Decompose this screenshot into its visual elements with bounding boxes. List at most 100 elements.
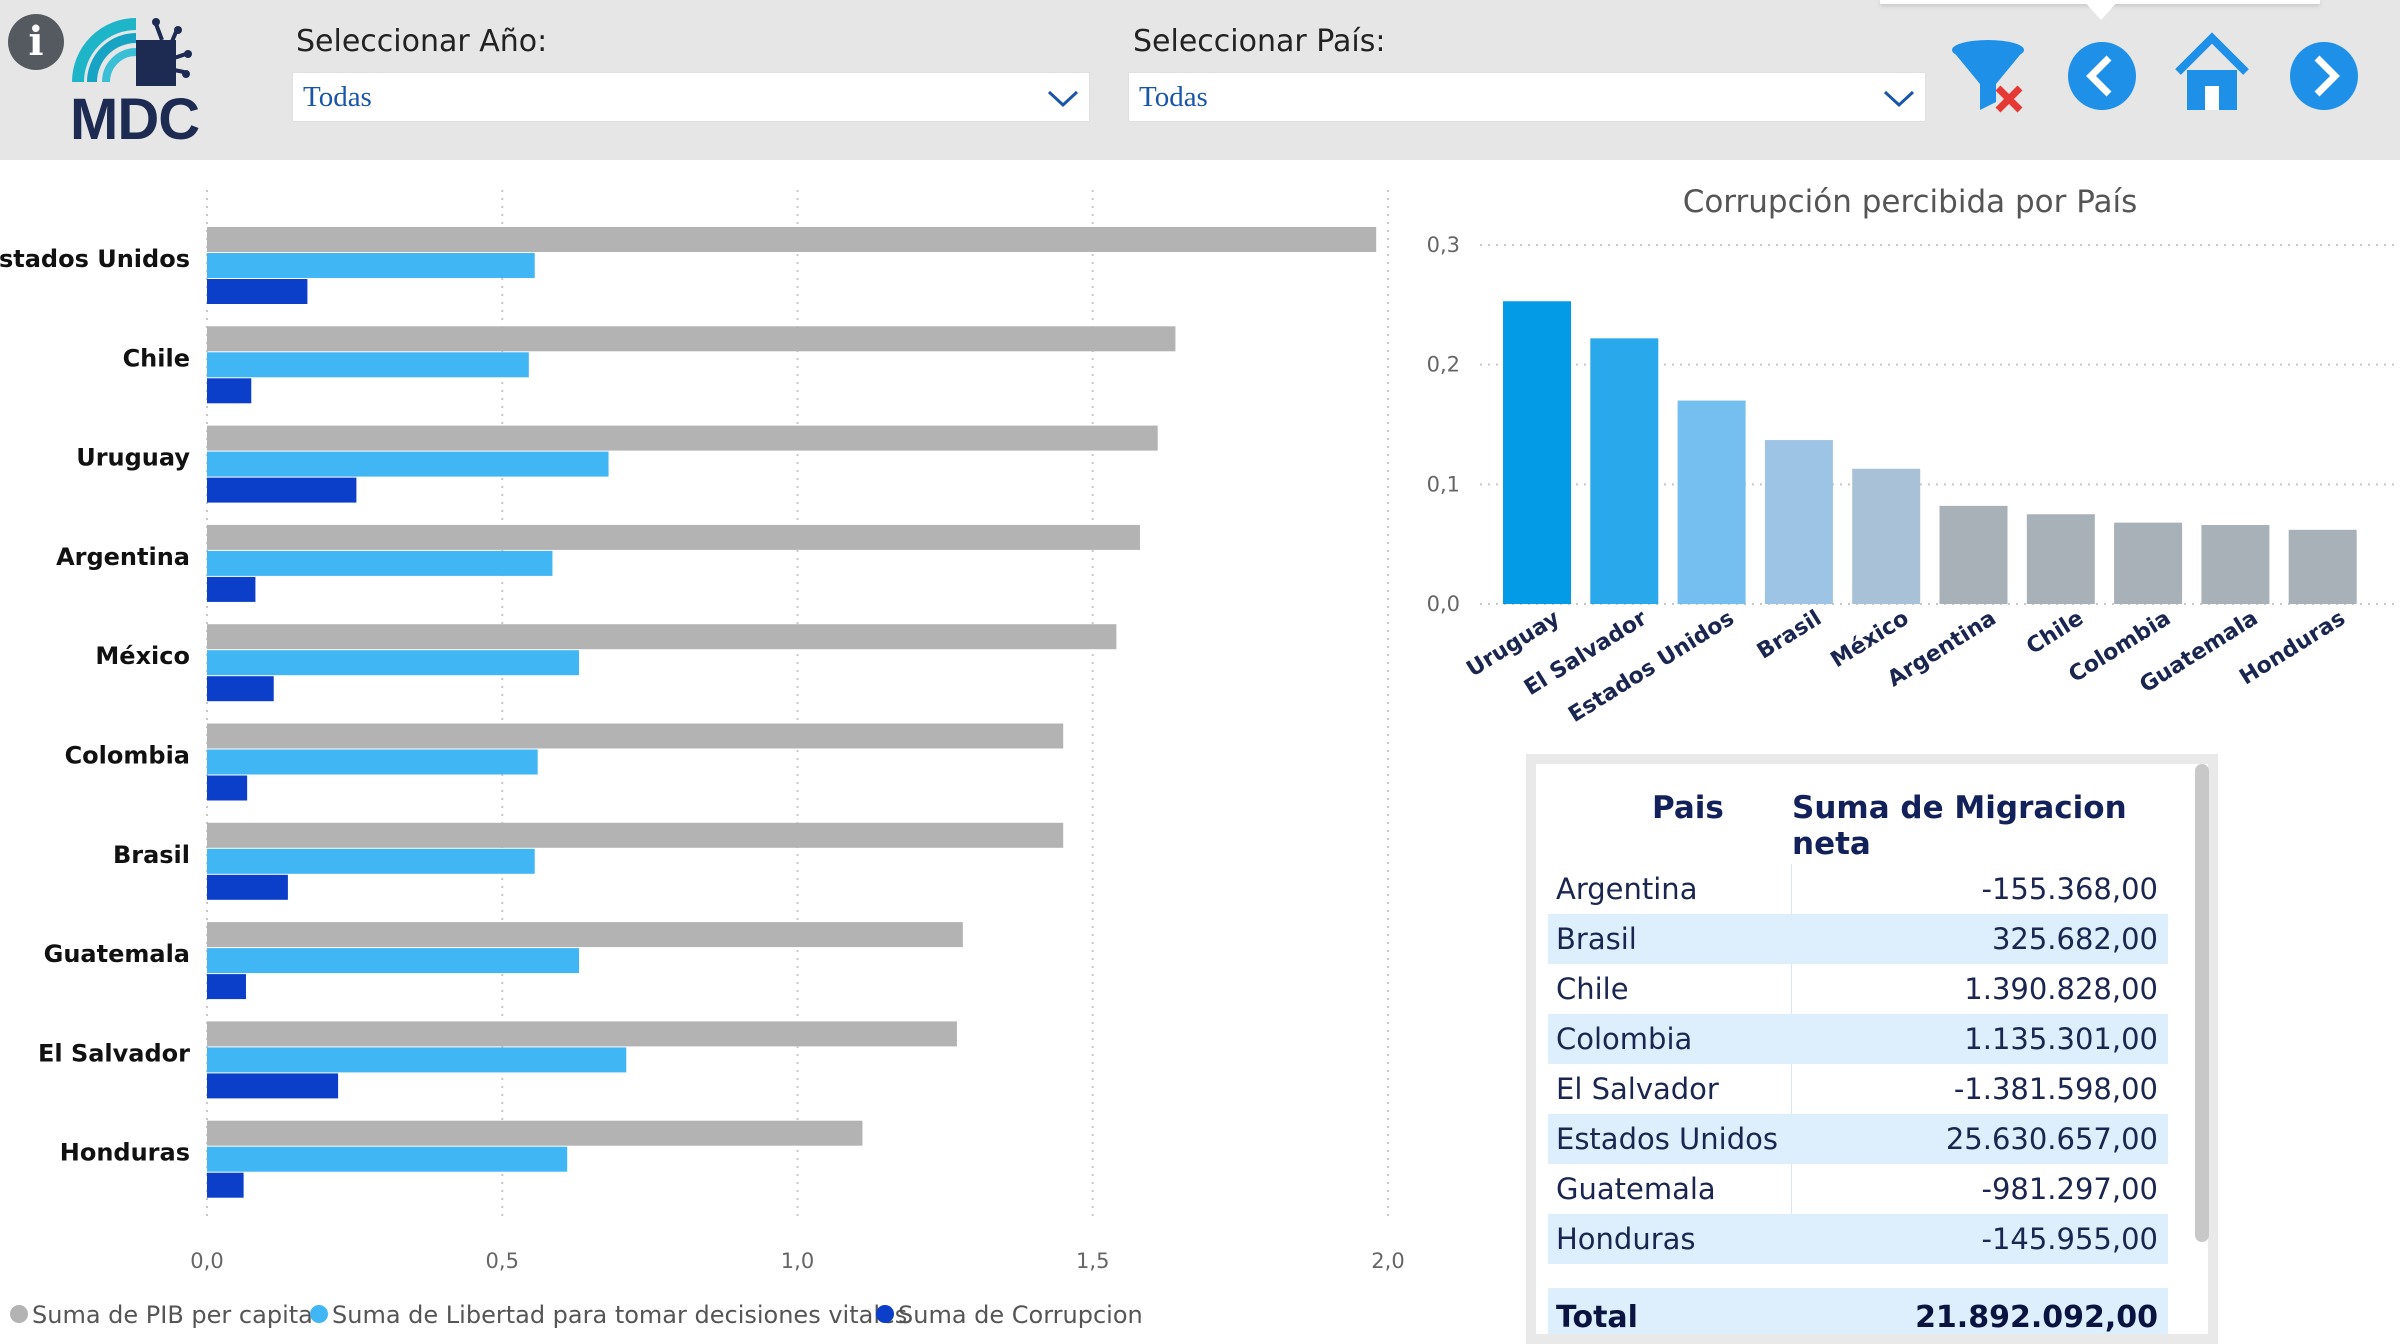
table-header-migracion[interactable]: Suma de Migracion neta <box>1792 790 2127 862</box>
logo-text: MDC <box>70 87 200 152</box>
back-icon[interactable] <box>2062 36 2142 116</box>
year-slicer-dropdown[interactable]: Todas <box>292 72 1090 122</box>
country-slicer-dropdown[interactable]: Todas <box>1128 72 1926 122</box>
category-label: Brasil <box>113 841 190 869</box>
legend-item[interactable]: Suma de Corrupcion <box>898 1301 1143 1329</box>
bar-0[interactable] <box>207 425 1158 451</box>
x-tick-label: 0,5 <box>486 1249 519 1273</box>
table-scrollbar[interactable] <box>2195 764 2209 1244</box>
table-cell-value: 325.682,00 <box>1991 922 2158 956</box>
column-bar[interactable] <box>1590 338 1659 604</box>
x-tick-label: 0,0 <box>190 1249 223 1273</box>
country-slicer-label: Seleccionar País: <box>1133 24 1386 59</box>
column-bar[interactable] <box>1677 400 1746 604</box>
y-tick-label: 0,3 <box>1427 233 1460 257</box>
column-bar[interactable] <box>2114 522 2183 604</box>
legend-item[interactable]: Suma de Libertad para tomar decisiones v… <box>332 1301 907 1329</box>
clear-filter-icon[interactable] <box>1950 36 2030 116</box>
mdc-logo <box>66 10 216 150</box>
category-label: Argentina <box>56 543 190 571</box>
table-row: Honduras -145.955,00 <box>1548 1214 2168 1264</box>
table-cell-country: Colombia <box>1556 1022 1693 1056</box>
y-tick-label: 0,1 <box>1427 472 1460 496</box>
table-cell-country: Brasil <box>1556 922 1637 956</box>
category-label: Colombia <box>65 742 190 770</box>
bar-0[interactable] <box>207 822 1064 848</box>
forward-icon[interactable] <box>2284 36 2364 116</box>
bar-2[interactable] <box>207 378 252 404</box>
category-label: Estados Unidos <box>1564 606 1738 728</box>
column-divider <box>1791 1064 1792 1114</box>
category-label: Chile <box>123 344 190 372</box>
column-bar[interactable] <box>2288 529 2357 604</box>
bar-1[interactable] <box>207 749 538 775</box>
bar-1[interactable] <box>207 550 553 576</box>
bar-0[interactable] <box>207 524 1140 550</box>
category-label: El Salvador <box>38 1039 190 1067</box>
bar-0[interactable] <box>207 723 1064 749</box>
y-tick-label: 0,0 <box>1427 592 1460 616</box>
bar-0[interactable] <box>207 227 1377 252</box>
table-cell-country: Argentina <box>1556 872 1698 906</box>
table-cell-country: Honduras <box>1556 1222 1696 1256</box>
column-bar[interactable] <box>2026 514 2095 604</box>
table-header-pais[interactable]: Pais <box>1652 790 1724 826</box>
bar-2[interactable] <box>207 874 288 900</box>
bar-0[interactable] <box>207 922 963 948</box>
column-bar[interactable] <box>1764 440 1833 604</box>
bar-0[interactable] <box>207 1021 957 1047</box>
column-bar[interactable] <box>1939 505 2008 604</box>
table-row: Colombia 1.135.301,00 <box>1548 1014 2168 1064</box>
column-bar[interactable] <box>1503 301 1571 604</box>
chevron-down-icon[interactable] <box>1045 83 1081 113</box>
category-label: Guatemala <box>44 940 190 968</box>
bar-2[interactable] <box>207 775 248 801</box>
column-bar[interactable] <box>1852 468 1921 604</box>
column-divider <box>1791 864 1792 914</box>
scrollbar-thumb[interactable] <box>2195 764 2209 1242</box>
country-slicer-value: Todas <box>1139 81 1208 113</box>
legend-item[interactable]: Suma de PIB per capita <box>32 1301 313 1329</box>
bar-1[interactable] <box>207 253 535 278</box>
category-label: Uruguay <box>76 444 190 472</box>
x-tick-label: 1,0 <box>781 1249 814 1273</box>
category-label: Brasil <box>1753 606 1826 665</box>
table-cell-value: 1.135.301,00 <box>1964 1022 2158 1056</box>
bar-2[interactable] <box>207 1172 244 1198</box>
bar-1[interactable] <box>207 848 535 874</box>
table-row: Argentina -155.368,00 <box>1548 864 2168 914</box>
header-bar: i MDC Seleccionar Año: Todas Seleccionar… <box>0 0 2400 160</box>
table-cell-value: -155.368,00 <box>1981 872 2158 906</box>
clustered-bar-chart: 0,0 0,5 1,0 1,5 2,0 Estados Unidos Chile Urugua… <box>0 190 1405 1329</box>
column-divider <box>1791 1164 1792 1214</box>
home-icon[interactable] <box>2172 32 2252 112</box>
bar-2[interactable] <box>207 676 274 702</box>
bar-2[interactable] <box>207 576 256 602</box>
bar-2[interactable] <box>207 1073 339 1099</box>
bar-1[interactable] <box>207 1047 627 1073</box>
table-cell-country: El Salvador <box>1556 1072 1719 1106</box>
bar-1[interactable] <box>207 650 580 676</box>
year-slicer-label: Seleccionar Año: <box>296 24 548 59</box>
table-cell-value: -981.297,00 <box>1981 1172 2158 1206</box>
chart-title: Corrupción percibida por País <box>1683 184 2138 220</box>
bar-0[interactable] <box>207 1120 863 1146</box>
bar-2[interactable] <box>207 477 357 503</box>
x-tick-label: 1,5 <box>1076 1249 1109 1273</box>
bar-1[interactable] <box>207 451 609 477</box>
bar-0[interactable] <box>207 326 1176 352</box>
table-cell-country: Guatemala <box>1556 1172 1716 1206</box>
bar-1[interactable] <box>207 352 529 378</box>
info-icon[interactable]: i <box>8 14 64 70</box>
table-cell-value: 1.390.828,00 <box>1964 972 2158 1006</box>
bar-1[interactable] <box>207 948 580 974</box>
legend-marker <box>876 1305 894 1323</box>
column-bar[interactable] <box>2201 525 2270 604</box>
table-row: Guatemala -981.297,00 <box>1548 1164 2168 1214</box>
chevron-down-icon[interactable] <box>1881 83 1917 113</box>
bar-1[interactable] <box>207 1146 568 1172</box>
table-cell-value: -145.955,00 <box>1981 1222 2158 1256</box>
bar-2[interactable] <box>207 279 308 304</box>
bar-0[interactable] <box>207 624 1117 650</box>
bar-2[interactable] <box>207 974 246 1000</box>
